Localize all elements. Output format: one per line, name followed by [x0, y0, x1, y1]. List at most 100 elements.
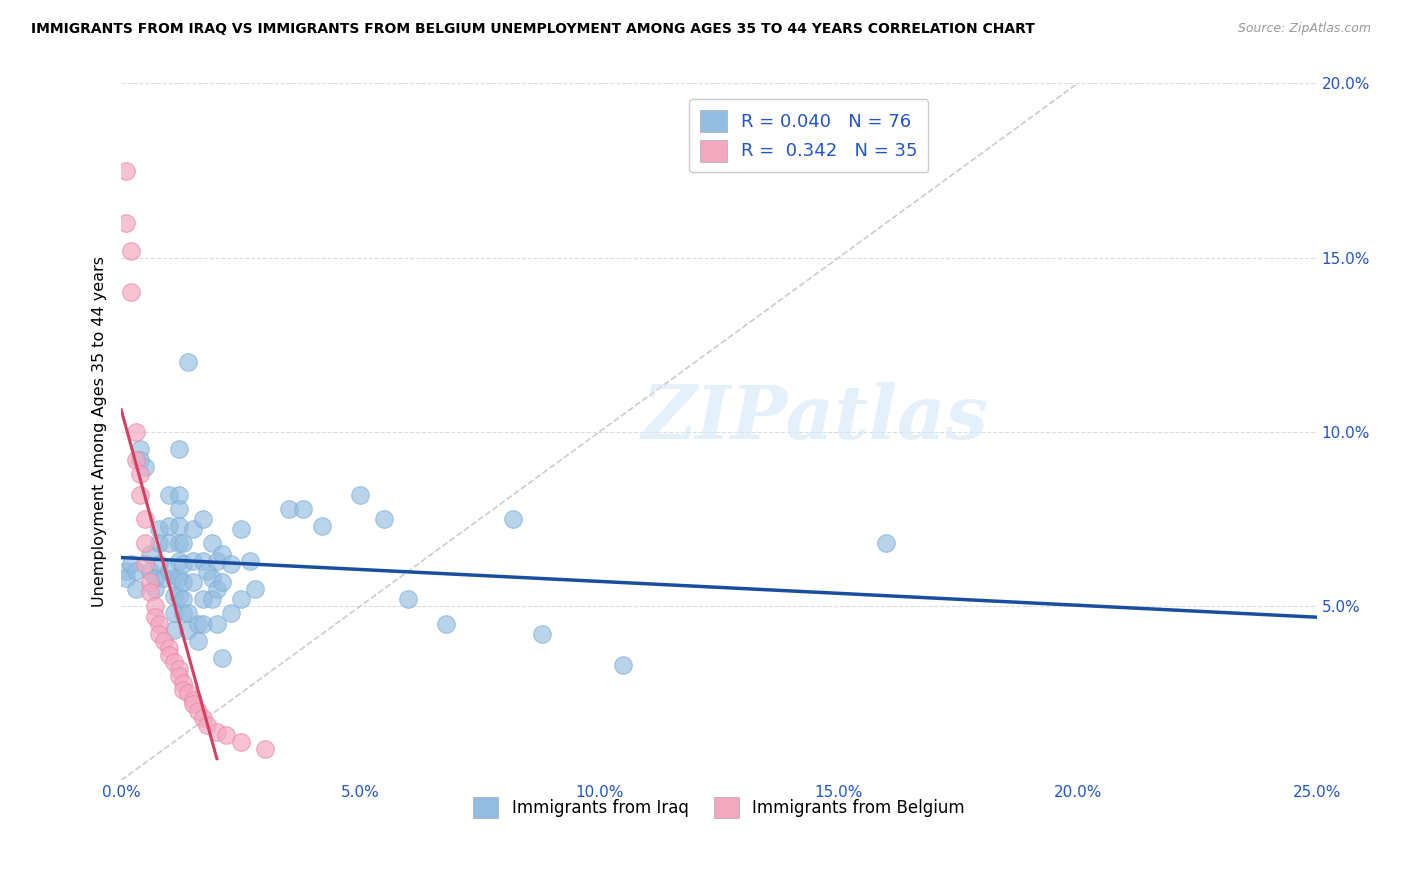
Y-axis label: Unemployment Among Ages 35 to 44 years: Unemployment Among Ages 35 to 44 years	[93, 256, 107, 607]
Point	[211, 574, 233, 589]
Point	[148, 536, 170, 550]
Point	[172, 606, 194, 620]
Point	[219, 558, 242, 572]
Point	[143, 609, 166, 624]
Point	[172, 592, 194, 607]
Point	[167, 487, 190, 501]
Point	[163, 606, 186, 620]
Point	[167, 669, 190, 683]
Point	[531, 627, 554, 641]
Point	[129, 442, 152, 457]
Point	[211, 651, 233, 665]
Point	[163, 655, 186, 669]
Point	[167, 554, 190, 568]
Text: Source: ZipAtlas.com: Source: ZipAtlas.com	[1237, 22, 1371, 36]
Point	[373, 512, 395, 526]
Point	[148, 616, 170, 631]
Point	[157, 487, 180, 501]
Point	[167, 589, 190, 603]
Point	[191, 512, 214, 526]
Text: ZIPatlas: ZIPatlas	[641, 382, 988, 454]
Point	[134, 512, 156, 526]
Point	[177, 606, 200, 620]
Point	[124, 452, 146, 467]
Point	[434, 616, 457, 631]
Point	[201, 536, 224, 550]
Point	[115, 571, 138, 585]
Point	[115, 163, 138, 178]
Point	[195, 564, 218, 578]
Point	[181, 574, 204, 589]
Point	[172, 574, 194, 589]
Point	[502, 512, 524, 526]
Point	[115, 216, 138, 230]
Point	[229, 735, 252, 749]
Point	[187, 634, 209, 648]
Point	[143, 599, 166, 613]
Point	[134, 536, 156, 550]
Point	[291, 501, 314, 516]
Point	[875, 536, 897, 550]
Point	[191, 616, 214, 631]
Point	[157, 519, 180, 533]
Point	[167, 501, 190, 516]
Point	[139, 585, 162, 599]
Point	[148, 558, 170, 572]
Point	[191, 710, 214, 724]
Point	[163, 624, 186, 638]
Point	[139, 574, 162, 589]
Point	[134, 459, 156, 474]
Point	[157, 648, 180, 662]
Point	[153, 571, 176, 585]
Point	[157, 640, 180, 655]
Point	[177, 686, 200, 700]
Point	[129, 487, 152, 501]
Point	[181, 697, 204, 711]
Point	[157, 564, 180, 578]
Point	[167, 571, 190, 585]
Point	[148, 523, 170, 537]
Legend: Immigrants from Iraq, Immigrants from Belgium: Immigrants from Iraq, Immigrants from Be…	[467, 790, 972, 824]
Point	[148, 627, 170, 641]
Point	[205, 582, 228, 596]
Point	[172, 558, 194, 572]
Point	[253, 742, 276, 756]
Point	[177, 624, 200, 638]
Point	[139, 547, 162, 561]
Point	[201, 592, 224, 607]
Point	[181, 523, 204, 537]
Point	[187, 616, 209, 631]
Point	[124, 564, 146, 578]
Point	[349, 487, 371, 501]
Point	[124, 582, 146, 596]
Point	[172, 675, 194, 690]
Point	[191, 592, 214, 607]
Point	[124, 425, 146, 439]
Point	[239, 554, 262, 568]
Point	[215, 728, 238, 742]
Point	[143, 571, 166, 585]
Point	[229, 523, 252, 537]
Point	[205, 724, 228, 739]
Point	[219, 606, 242, 620]
Point	[163, 589, 186, 603]
Point	[167, 536, 190, 550]
Point	[120, 285, 142, 300]
Point	[195, 717, 218, 731]
Point	[177, 355, 200, 369]
Point	[167, 442, 190, 457]
Point	[229, 592, 252, 607]
Point	[612, 658, 634, 673]
Point	[167, 519, 190, 533]
Point	[157, 536, 180, 550]
Point	[311, 519, 333, 533]
Point	[134, 558, 156, 572]
Point	[243, 582, 266, 596]
Point	[277, 501, 299, 516]
Point	[167, 662, 190, 676]
Point	[191, 554, 214, 568]
Point	[115, 564, 138, 578]
Point	[139, 564, 162, 578]
Point	[172, 682, 194, 697]
Point	[163, 571, 186, 585]
